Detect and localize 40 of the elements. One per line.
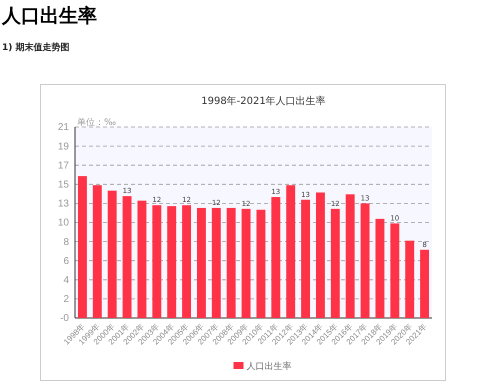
bar bbox=[256, 210, 266, 318]
text: 1) 期末值走势图 bbox=[2, 42, 70, 53]
y-tick-label: 15 bbox=[58, 180, 70, 190]
bar bbox=[360, 203, 370, 318]
chart-title: 1998年-2021年人口出生率 bbox=[201, 95, 326, 107]
y-tick-label: 17 bbox=[58, 160, 70, 172]
y-tick-label: 4 bbox=[63, 275, 70, 286]
bar bbox=[420, 250, 430, 318]
bar bbox=[405, 240, 414, 318]
bar bbox=[196, 208, 206, 318]
bar bbox=[330, 208, 340, 318]
bar bbox=[226, 208, 236, 318]
bar bbox=[137, 200, 146, 318]
bar bbox=[152, 205, 162, 318]
bar bbox=[301, 200, 310, 318]
y-tick-label: 21 bbox=[58, 122, 70, 134]
bar bbox=[108, 190, 117, 318]
y-tick-label: 13 bbox=[58, 198, 70, 210]
bar bbox=[316, 192, 325, 318]
bar bbox=[92, 185, 102, 318]
y-tick-label: 19 bbox=[58, 141, 70, 152]
annotation: 单位：‰ bbox=[77, 117, 116, 128]
bar bbox=[78, 176, 87, 318]
bar bbox=[346, 194, 355, 318]
y-tick-label: 10 bbox=[58, 218, 70, 229]
y-tick-label: 6 bbox=[63, 256, 70, 267]
legend-label: 人口出生率 bbox=[246, 361, 292, 372]
bar bbox=[286, 185, 296, 318]
bar bbox=[122, 196, 132, 318]
bar bbox=[212, 208, 221, 318]
bar bbox=[242, 208, 251, 318]
bar bbox=[390, 223, 400, 318]
bar bbox=[375, 218, 384, 318]
bar bbox=[182, 205, 192, 318]
bar bbox=[167, 206, 176, 318]
text: 人口出生率 bbox=[1, 5, 97, 27]
bar bbox=[271, 197, 280, 318]
y-tick-label: 8 bbox=[63, 236, 70, 248]
y-tick-label: 2 bbox=[63, 294, 70, 306]
y-tick-label: -0 bbox=[60, 313, 70, 324]
